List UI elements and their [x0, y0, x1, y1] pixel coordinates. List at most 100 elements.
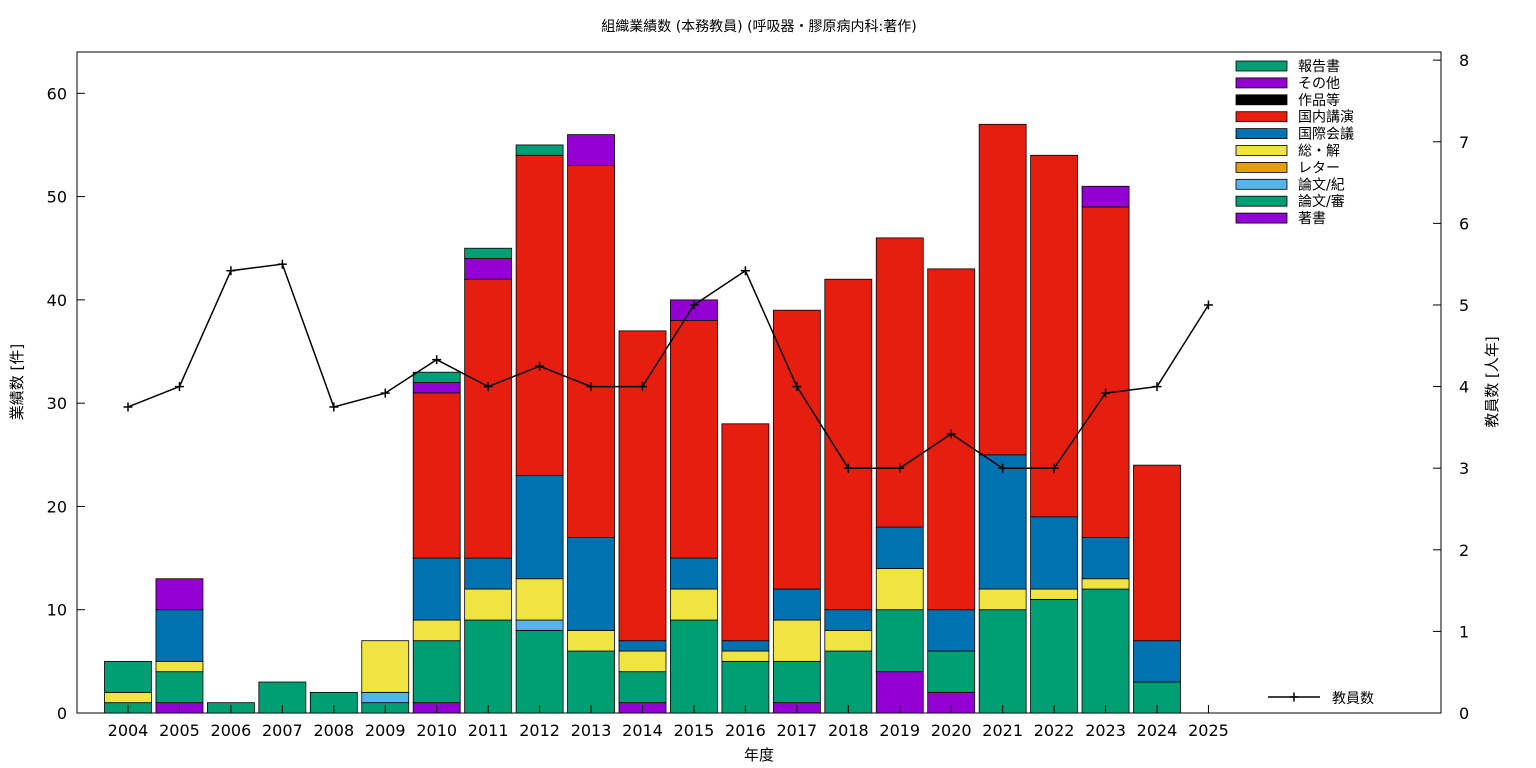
y2-tick-label: 2: [1459, 541, 1469, 560]
y-tick-label: 10: [47, 601, 67, 620]
legend-item: 国際会議: [1235, 126, 1354, 143]
line-point: [740, 266, 750, 276]
y2-tick-label: 6: [1459, 214, 1469, 233]
bar-segment: [772, 660, 821, 704]
bar-segment: [155, 660, 204, 673]
line-point: [1101, 388, 1111, 398]
y-tick-label: 30: [47, 394, 67, 413]
bar-segment: [464, 247, 513, 259]
bar-segment: [464, 588, 513, 621]
bar-segment: [515, 475, 564, 580]
legend-swatch: [1235, 195, 1288, 207]
legend-label: 論文/紀: [1298, 177, 1345, 193]
bar-segment: [104, 691, 152, 704]
bar-segment: [1081, 588, 1130, 714]
line-layer: [123, 259, 1213, 473]
bar-segment: [412, 371, 461, 383]
legend-label: 報告書: [1298, 59, 1340, 75]
bar-segment: [1081, 537, 1130, 580]
y-tick-label: 40: [47, 291, 67, 310]
axes-layer: 0 10 20 30 40 50 60 0 1 2 3 4 5 6 7 8 2004 2005 2006 2007 20…: [47, 51, 1470, 740]
legend-swatch: [1235, 60, 1288, 72]
legend-label: 教員数: [1332, 691, 1374, 707]
bar-segment: [155, 609, 204, 662]
bar-segment: [1081, 206, 1130, 538]
line-path: [127, 263, 1210, 469]
line-point: [535, 361, 545, 371]
bar-segment: [927, 650, 976, 693]
x-tick-label: 2017: [776, 721, 817, 740]
x-tick-label: 2014: [622, 721, 663, 740]
legend-item: 論文/審: [1235, 194, 1345, 210]
line-point: [843, 463, 853, 473]
bar-segment: [567, 629, 615, 652]
y2-tick-label: 8: [1459, 51, 1469, 70]
bar-segment: [1030, 154, 1078, 518]
x-tick-label: 2007: [262, 721, 303, 740]
x-axis-label: 年度: [744, 746, 774, 764]
x-tick-label: 2005: [159, 721, 200, 740]
bar-segment: [824, 609, 873, 631]
legend-swatch: [1235, 178, 1288, 190]
bar-segment: [618, 330, 667, 642]
legend-label: 国際会議: [1298, 126, 1354, 143]
legend-label: 論文/審: [1298, 194, 1345, 210]
x-tick-label: 2025: [1188, 721, 1229, 740]
bar-segment: [1081, 578, 1130, 590]
bar-segment: [1133, 640, 1181, 683]
x-tick-label: 2023: [1085, 721, 1126, 740]
x-tick-label: 2022: [1034, 721, 1075, 740]
y2-tick-label: 5: [1459, 296, 1469, 315]
legend-swatch: [1235, 128, 1288, 140]
legend-swatch: [1235, 94, 1288, 106]
line-point: [1152, 382, 1162, 392]
bar-segment: [875, 237, 924, 528]
x-tick-label: 2012: [519, 721, 560, 740]
line-point: [1049, 463, 1059, 473]
line-point: [689, 300, 699, 310]
line-point: [998, 463, 1008, 473]
y2-tick-label: 4: [1459, 378, 1469, 397]
y2-tick-label: 1: [1459, 622, 1469, 641]
bar-segment: [618, 640, 667, 652]
bar-segment: [978, 588, 1027, 611]
bar-segment: [875, 526, 924, 569]
bar-segment: [567, 650, 615, 714]
bar-segment: [1030, 598, 1078, 714]
bar-segment: [721, 660, 770, 714]
legend-swatch: [1235, 77, 1288, 89]
line-point: [586, 382, 596, 392]
line-point: [1203, 300, 1213, 310]
bar-segment: [464, 557, 513, 590]
y-tick-label: 0: [57, 704, 67, 723]
legend-item: 国内講演: [1235, 110, 1354, 126]
y-tick-label: 50: [47, 188, 67, 207]
x-tick-label: 2011: [468, 721, 509, 740]
bar-segment: [1030, 516, 1078, 590]
y2-tick-label: 3: [1459, 459, 1469, 478]
bar-segment: [464, 278, 513, 559]
bar-segment: [515, 578, 564, 621]
bar-segment: [978, 123, 1027, 456]
bar-segment: [515, 144, 564, 156]
chart-title: 組織業績数 (本務教員) (呼吸器・膠原病内科:著作): [601, 19, 916, 35]
y2-tick-label: 0: [1459, 704, 1469, 723]
legend-label: 著書: [1298, 211, 1326, 227]
bar-segment: [515, 154, 564, 476]
y-tick-label: 60: [47, 84, 67, 103]
legend-swatch: [1235, 212, 1288, 224]
bar-segment: [1030, 588, 1078, 600]
bar-segment: [824, 650, 873, 714]
line-point: [638, 382, 647, 392]
line-point: [226, 266, 236, 276]
bar-segment: [567, 165, 615, 538]
bar-segment: [772, 309, 821, 590]
bar-segment: [515, 629, 564, 714]
line-point: [946, 429, 956, 439]
bar-segment: [824, 278, 873, 611]
x-tick-label: 2004: [108, 721, 149, 740]
bar-segment: [670, 588, 718, 621]
line-point: [380, 388, 390, 398]
x-tick-label: 2019: [879, 721, 920, 740]
